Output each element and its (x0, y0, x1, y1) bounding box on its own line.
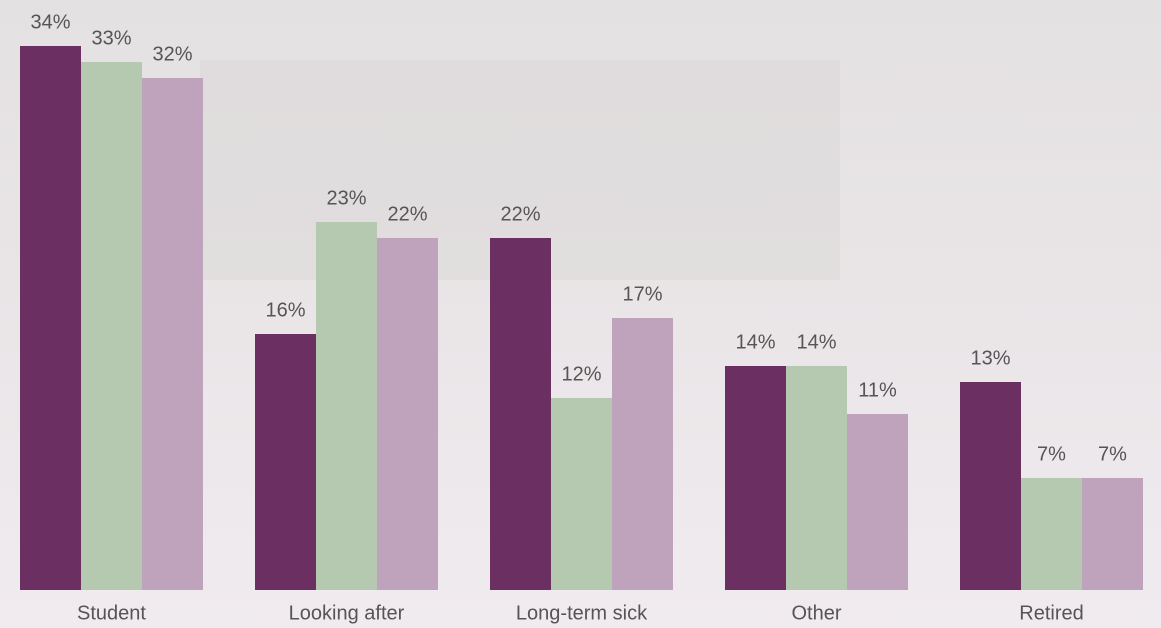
bar (20, 46, 81, 590)
bar (81, 62, 142, 590)
value-label: 7% (1037, 443, 1066, 465)
value-label: 33% (91, 27, 131, 49)
category-label: Retired (1019, 602, 1083, 624)
value-label: 22% (387, 203, 427, 225)
category-label: Other (791, 602, 841, 624)
bar (377, 238, 438, 590)
bar (490, 238, 551, 590)
value-label: 11% (858, 379, 897, 401)
bar (960, 382, 1021, 590)
bar (847, 414, 908, 590)
bar (142, 78, 203, 590)
value-label: 32% (152, 43, 192, 65)
value-label: 22% (500, 203, 540, 225)
bar (1021, 478, 1082, 590)
bar (786, 366, 847, 590)
value-label: 23% (326, 187, 366, 209)
category-label: Looking after (289, 602, 405, 624)
bar (255, 334, 316, 590)
category-label: Student (77, 602, 146, 624)
value-label: 14% (796, 331, 836, 353)
value-label: 12% (561, 363, 601, 385)
bar (725, 366, 786, 590)
value-label: 13% (970, 347, 1010, 369)
bar (551, 398, 612, 590)
value-label: 14% (735, 331, 775, 353)
value-label: 16% (265, 299, 305, 321)
bar (612, 318, 673, 590)
value-label: 34% (30, 11, 70, 33)
bar (316, 222, 377, 590)
value-label: 17% (622, 283, 662, 305)
value-label: 7% (1098, 443, 1127, 465)
category-label: Long-term sick (516, 602, 648, 624)
bar (1082, 478, 1143, 590)
